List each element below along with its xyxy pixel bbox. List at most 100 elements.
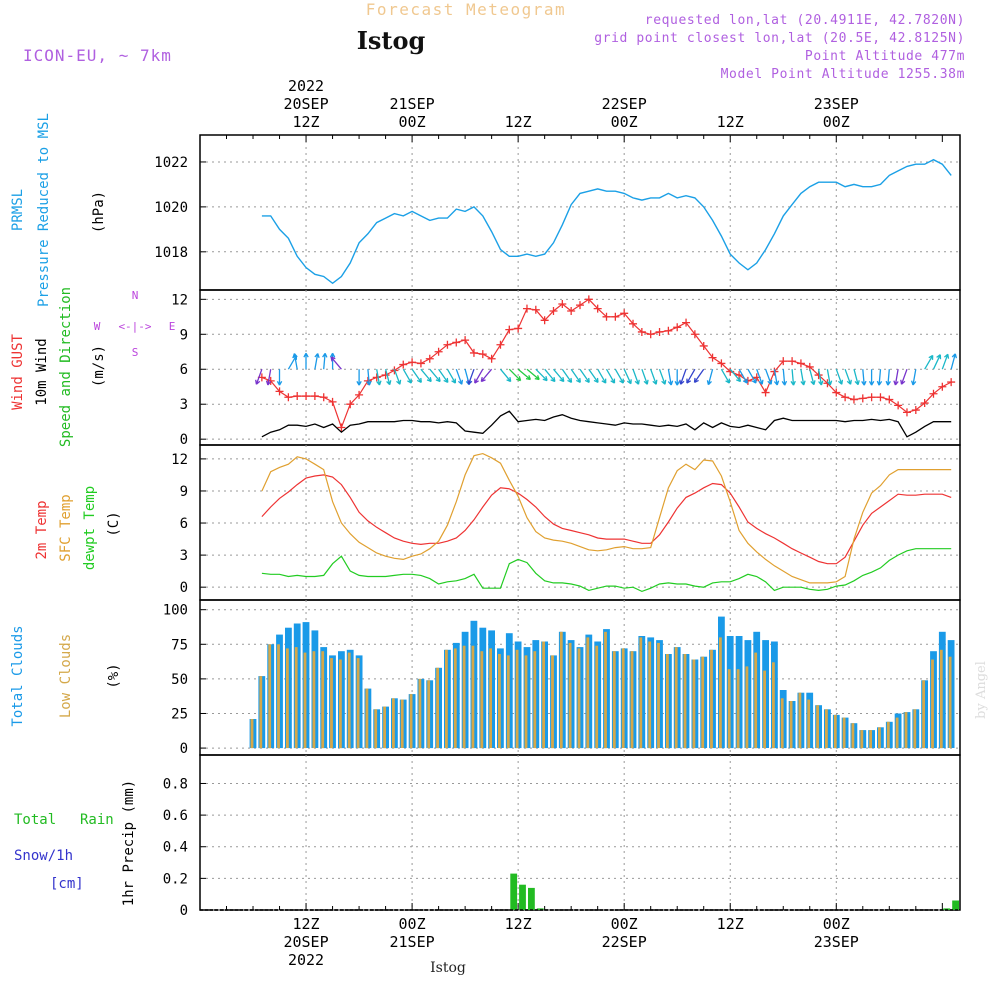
low-cloud-bar — [948, 656, 952, 748]
gust-marker — [478, 350, 487, 359]
snow-label: Snow/1h — [14, 848, 73, 864]
wind-direction-arrow — [910, 369, 917, 386]
low-cloud-bar — [922, 680, 925, 749]
compass-n: N — [132, 289, 139, 302]
gust-marker — [399, 360, 408, 369]
low-cloud-bar — [515, 649, 519, 749]
gust-marker — [487, 354, 496, 363]
wind-direction-arrow — [508, 368, 522, 382]
prmsl-line — [261, 158, 952, 285]
top-time-label: 20SEP — [283, 95, 328, 113]
wind-direction-arrow — [900, 368, 908, 385]
top-time-label: 21SEP — [390, 95, 435, 113]
low-cloud-bar — [683, 654, 687, 749]
gust-marker — [522, 304, 531, 313]
wind-direction-arrow — [446, 368, 457, 384]
wind-direction-arrow — [366, 369, 372, 386]
wind-direction-arrow — [255, 368, 263, 385]
gust-marker — [858, 394, 867, 403]
wind-direction-arrow — [553, 368, 565, 383]
wind-speed-line — [261, 410, 952, 438]
gust-marker — [355, 390, 364, 399]
rain-bar — [519, 884, 526, 910]
info-requested: requested lon,lat (20.4911E, 42.7820N) — [645, 13, 965, 28]
wind-ytick-label: 3 — [180, 397, 188, 413]
low-cloud-bar — [542, 641, 545, 749]
gust-marker — [761, 388, 770, 397]
bottom-time-label: 00Z — [399, 915, 426, 933]
gust-marker — [346, 400, 355, 409]
gust-marker — [920, 399, 929, 408]
sfc-label: SFC Temp — [58, 494, 74, 561]
wind-direction-arrow — [932, 354, 942, 370]
info-model-altitude: Model Point Altitude 1255.38m — [721, 67, 965, 82]
top-time-label: 2022 — [288, 77, 324, 95]
gust-marker — [673, 323, 682, 332]
wind-direction-arrow — [429, 368, 441, 383]
wind-direction-arrow — [330, 356, 342, 370]
low-cloud-bar — [312, 651, 316, 749]
wind-direction-arrow — [499, 368, 512, 383]
low-cloud-bar — [860, 730, 864, 749]
gust-marker — [328, 397, 337, 406]
wind-direction-arrow — [632, 368, 640, 385]
precip-frame — [199, 754, 961, 911]
gust-marker — [664, 326, 673, 335]
compass-we: <-|-> — [118, 320, 151, 333]
prmsl-frame — [199, 134, 961, 291]
precip-ytick-label: 0.2 — [163, 871, 188, 887]
wind-labels: Wind GUST 10m Wind Speed and Direction (… — [10, 287, 175, 447]
gust-marker — [567, 306, 576, 315]
footer-station: Istog — [430, 960, 466, 976]
low-cloud-bar — [674, 647, 678, 749]
gust-marker — [549, 306, 558, 315]
gust-marker — [558, 299, 567, 308]
low-cloud-bar — [816, 705, 819, 749]
top-time-label: 12Z — [292, 113, 319, 131]
low-cloud-bar — [427, 680, 431, 749]
wind-direction-arrow — [276, 369, 283, 386]
wind-direction-arrow — [720, 368, 731, 384]
precip-ytick-label: 0 — [180, 903, 188, 919]
wind-direction-arrow — [667, 369, 674, 386]
gust-marker — [337, 423, 346, 432]
low-cloud-bar — [612, 651, 616, 749]
gust-marker — [690, 330, 699, 339]
low-cloud-bar — [365, 688, 369, 749]
gust-marker — [788, 357, 797, 366]
low-cloud-bar — [286, 648, 289, 748]
wind-direction-arrow — [623, 368, 632, 385]
info-gridpoint: grid point closest lon,lat (20.5E, 42.81… — [594, 31, 965, 46]
wind-direction-arrow — [292, 353, 298, 370]
low-cloud-bar — [577, 648, 581, 748]
wind-direction-arrow — [924, 354, 934, 370]
precip-ytick-label: 0.4 — [163, 840, 188, 856]
wind-direction-arrow — [790, 369, 796, 386]
low-cloud-bar — [736, 669, 740, 749]
wind-direction-arrow — [835, 368, 844, 385]
low-cloud-bar — [763, 670, 766, 749]
wind-direction-arrow — [614, 368, 624, 384]
wind-direction-arrow — [474, 368, 484, 384]
wind-direction-arrow — [693, 368, 705, 383]
gust-marker — [929, 389, 938, 398]
rain-bar — [528, 887, 535, 910]
gust-marker — [310, 392, 319, 401]
low-cloud-bar — [595, 645, 599, 749]
low-cloud-bar — [789, 701, 793, 749]
gust-label: Wind GUST — [10, 334, 26, 410]
low-cloud-bar — [745, 666, 749, 749]
wind-direction-arrow — [535, 368, 548, 382]
wind-direction-arrow — [597, 368, 607, 384]
gust-marker — [611, 312, 620, 321]
low-cloud-bar — [807, 699, 811, 748]
low-cloud-bar — [754, 652, 758, 749]
low-cloud-bar — [374, 709, 378, 749]
gust-marker — [275, 387, 284, 396]
low-cloud-bar — [277, 644, 280, 749]
wind-direction-arrow — [729, 368, 742, 383]
rain-label: Rain — [80, 812, 114, 828]
gust-marker — [849, 395, 858, 404]
temp-ytick-label: 0 — [180, 580, 188, 596]
gust-marker — [620, 309, 629, 318]
